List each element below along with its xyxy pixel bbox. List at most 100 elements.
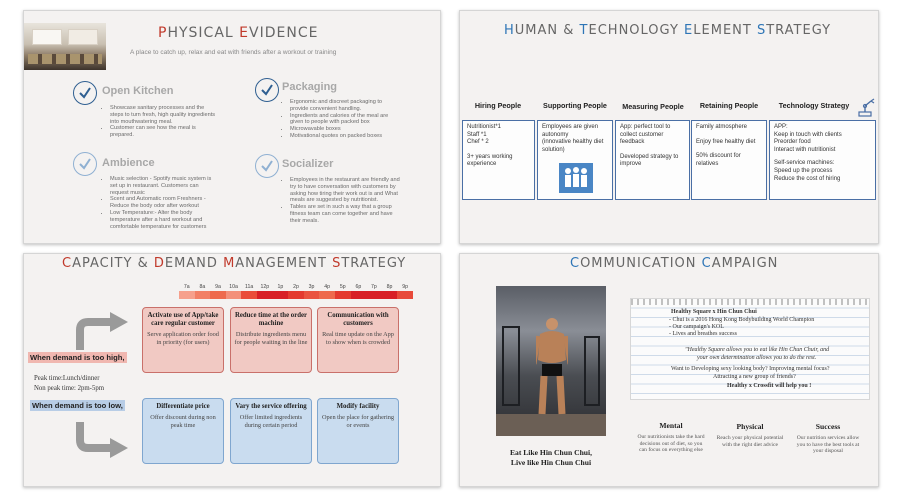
hour-label: 10a bbox=[229, 284, 238, 290]
list-item: Showcase sanitary processes and the step… bbox=[110, 105, 217, 125]
hour-demand-cell bbox=[288, 291, 304, 299]
cell-text: 3+ years working experience bbox=[467, 153, 513, 168]
cell-text: Staff *1 bbox=[467, 131, 487, 138]
benefit-heading-success: Success bbox=[815, 422, 841, 431]
campaign-caption-line-1: Eat Like Hin Chun Chui, bbox=[509, 448, 593, 457]
card-heading: Vary the service offering bbox=[235, 403, 307, 410]
hour-demand-cell bbox=[194, 291, 211, 299]
hour-demand-cell bbox=[256, 291, 273, 299]
hour-demand-cell bbox=[272, 291, 289, 299]
section-heading-socializer: Socializer bbox=[282, 158, 334, 170]
card-heading: Differentiate price bbox=[156, 403, 210, 410]
cell-text: Nutritionist*1 bbox=[467, 124, 502, 130]
hour-demand-cell bbox=[350, 291, 367, 299]
hour-demand-cell bbox=[179, 291, 195, 299]
note-heading: Healthy Square x Hin Chun Chui bbox=[671, 309, 757, 315]
measuring-people-box: App: perfect tool to collect customer fe… bbox=[615, 120, 690, 200]
strategy-card-service: Vary the service offering Offer limited … bbox=[230, 398, 312, 464]
section-heading-open-kitchen: Open Kitchen bbox=[102, 85, 174, 97]
hour-label: 9a bbox=[215, 284, 221, 290]
hour-label: 9p bbox=[402, 284, 408, 290]
cell-text: Preorder food bbox=[774, 139, 811, 146]
check-icon bbox=[73, 152, 97, 176]
slide-communication-campaign[interactable]: COMMUNICATION CAMPAIGN Eat Like Hin Chun… bbox=[459, 253, 879, 487]
supporting-people-box: Employees are given autonomy (innovative… bbox=[537, 120, 613, 200]
card-body: Serve application order food in priority… bbox=[147, 331, 219, 346]
cell-text: (innovative healthy diet solution) bbox=[542, 139, 604, 153]
down-right-arrow-icon bbox=[76, 422, 128, 458]
card-body: Real time update on the App to show when… bbox=[322, 331, 394, 346]
up-right-arrow-icon bbox=[76, 312, 128, 350]
hour-demand-cell bbox=[210, 291, 226, 299]
hour-label: 1p bbox=[277, 284, 284, 290]
restaurant-photo bbox=[24, 23, 106, 70]
slide-title: CAPACITY & DEMAND MANAGEMENT STRATEGY bbox=[62, 256, 407, 271]
ambience-list: Music selection - Spotify music system i… bbox=[102, 176, 217, 230]
cell-text: 50% discount for relatives bbox=[696, 153, 741, 167]
check-icon bbox=[255, 78, 279, 102]
note-answer: Healthy x Crossfit will help you ! bbox=[727, 383, 812, 389]
cell-text: APP: bbox=[774, 124, 788, 130]
section-heading-packaging: Packaging bbox=[282, 81, 338, 93]
note-line: - Chui is a 2016 Hong Kong Bodybuilding … bbox=[669, 317, 815, 323]
benefit-heading-mental: Mental bbox=[659, 421, 683, 430]
slide-title: PHYSICAL EVIDENCE bbox=[158, 25, 319, 41]
hour-demand-cell bbox=[303, 291, 320, 299]
hour-demand-cell bbox=[366, 291, 382, 299]
hour-label: 7p bbox=[371, 284, 377, 290]
nonpeak-time-text: Non peak time: 2pm-5pm bbox=[34, 385, 105, 392]
campaign-caption-line-2: Live like Hin Chun Chui bbox=[510, 458, 592, 467]
strategy-card-app: Activate use of App/take care regular cu… bbox=[142, 307, 224, 373]
hour-label: 8p bbox=[386, 284, 393, 290]
strategy-card-communication: Communication with customers Real time u… bbox=[317, 307, 399, 373]
cell-text: Chef * 2 bbox=[467, 139, 489, 146]
hourly-demand-heatbar: 7a 8a 9a 10a 11a 12p 1p 2p 3p 4p 5p 6p 7p 8p 9p bbox=[179, 284, 413, 300]
cell-text: Self-service machines: bbox=[774, 160, 835, 167]
hour-label: 8a bbox=[199, 284, 206, 290]
hour-demand-cell bbox=[334, 291, 351, 299]
peak-time-text: Peak time:Lunch/dinner bbox=[34, 375, 100, 382]
card-body: Offer discount during non peak time bbox=[150, 414, 216, 429]
strategy-card-order-machine: Reduce time at the order machine Distrib… bbox=[230, 307, 312, 373]
list-item: Motivational quotes on packed boxes bbox=[290, 133, 400, 140]
section-heading-ambience: Ambience bbox=[102, 157, 155, 169]
low-demand-label: When demand is too low, bbox=[30, 400, 125, 411]
retaining-people-box: Family atmosphere Enjoy free healthy die… bbox=[691, 120, 767, 200]
slide-capacity-demand[interactable]: CAPACITY & DEMAND MANAGEMENT STRATEGY 7a… bbox=[23, 253, 441, 487]
hour-demand-cell bbox=[381, 291, 398, 299]
list-item: Ergonomic and discreet packaging to prov… bbox=[290, 99, 400, 113]
note-question: Want to Developing sexy looking body? Im… bbox=[671, 366, 830, 372]
hour-demand-cell bbox=[397, 291, 413, 299]
hour-demand-cell bbox=[225, 291, 242, 299]
hour-label: 5p bbox=[339, 284, 346, 290]
slide-subtitle: A place to catch up, relax and eat with … bbox=[130, 49, 337, 56]
hour-label: 2p bbox=[293, 284, 299, 290]
check-icon bbox=[255, 154, 279, 178]
cell-text: Enjoy free healthy diet bbox=[696, 138, 756, 145]
note-line: - Lives and breathes success bbox=[669, 331, 737, 337]
note-quote: "Healthy Square allows you to eat like H… bbox=[685, 347, 830, 353]
hour-label: 11a bbox=[245, 284, 254, 290]
card-heading: Communication with customers bbox=[327, 312, 389, 327]
high-demand-label: When demand is too high, bbox=[28, 352, 127, 363]
hour-label: 6p bbox=[355, 284, 362, 290]
card-heading: Activate use of App/take care regular cu… bbox=[147, 312, 219, 327]
slide-title: HUMAN & TECHNOLOGY ELEMENT STRATEGY bbox=[504, 23, 832, 38]
column-heading-supporting: Supporting People bbox=[543, 101, 607, 110]
list-item: Low Temperature:- Alter the body tempera… bbox=[110, 210, 217, 230]
slide-physical-evidence[interactable]: PHYSICAL EVIDENCE A place to catch up, r… bbox=[23, 10, 441, 244]
note-quote: your own determination allows you to do … bbox=[697, 355, 817, 361]
card-body: Open the place for gathering or events bbox=[321, 414, 395, 429]
note-line: - Our campaign's KOL bbox=[669, 324, 724, 330]
cell-text: Reduce the cost of hiring bbox=[774, 175, 841, 182]
benefit-body-success: Our nutrition services allow you to have… bbox=[796, 435, 860, 455]
cell-text: Speed up the process bbox=[774, 167, 833, 174]
notebook-note: Healthy Square x Hin Chun Chui - Chui is… bbox=[630, 298, 871, 400]
hour-label: 4p bbox=[324, 284, 331, 290]
slide-human-technology-strategy[interactable]: HUMAN & TECHNOLOGY ELEMENT STRATEGY Hiri… bbox=[459, 10, 879, 244]
list-item: Music selection - Spotify music system i… bbox=[110, 176, 217, 196]
cell-text: Developed strategy to improve bbox=[620, 153, 679, 168]
strategy-card-price: Differentiate price Offer discount durin… bbox=[142, 398, 224, 464]
card-body: Offer limited ingredients during certain… bbox=[239, 414, 303, 429]
hour-label: 12p bbox=[260, 284, 270, 290]
